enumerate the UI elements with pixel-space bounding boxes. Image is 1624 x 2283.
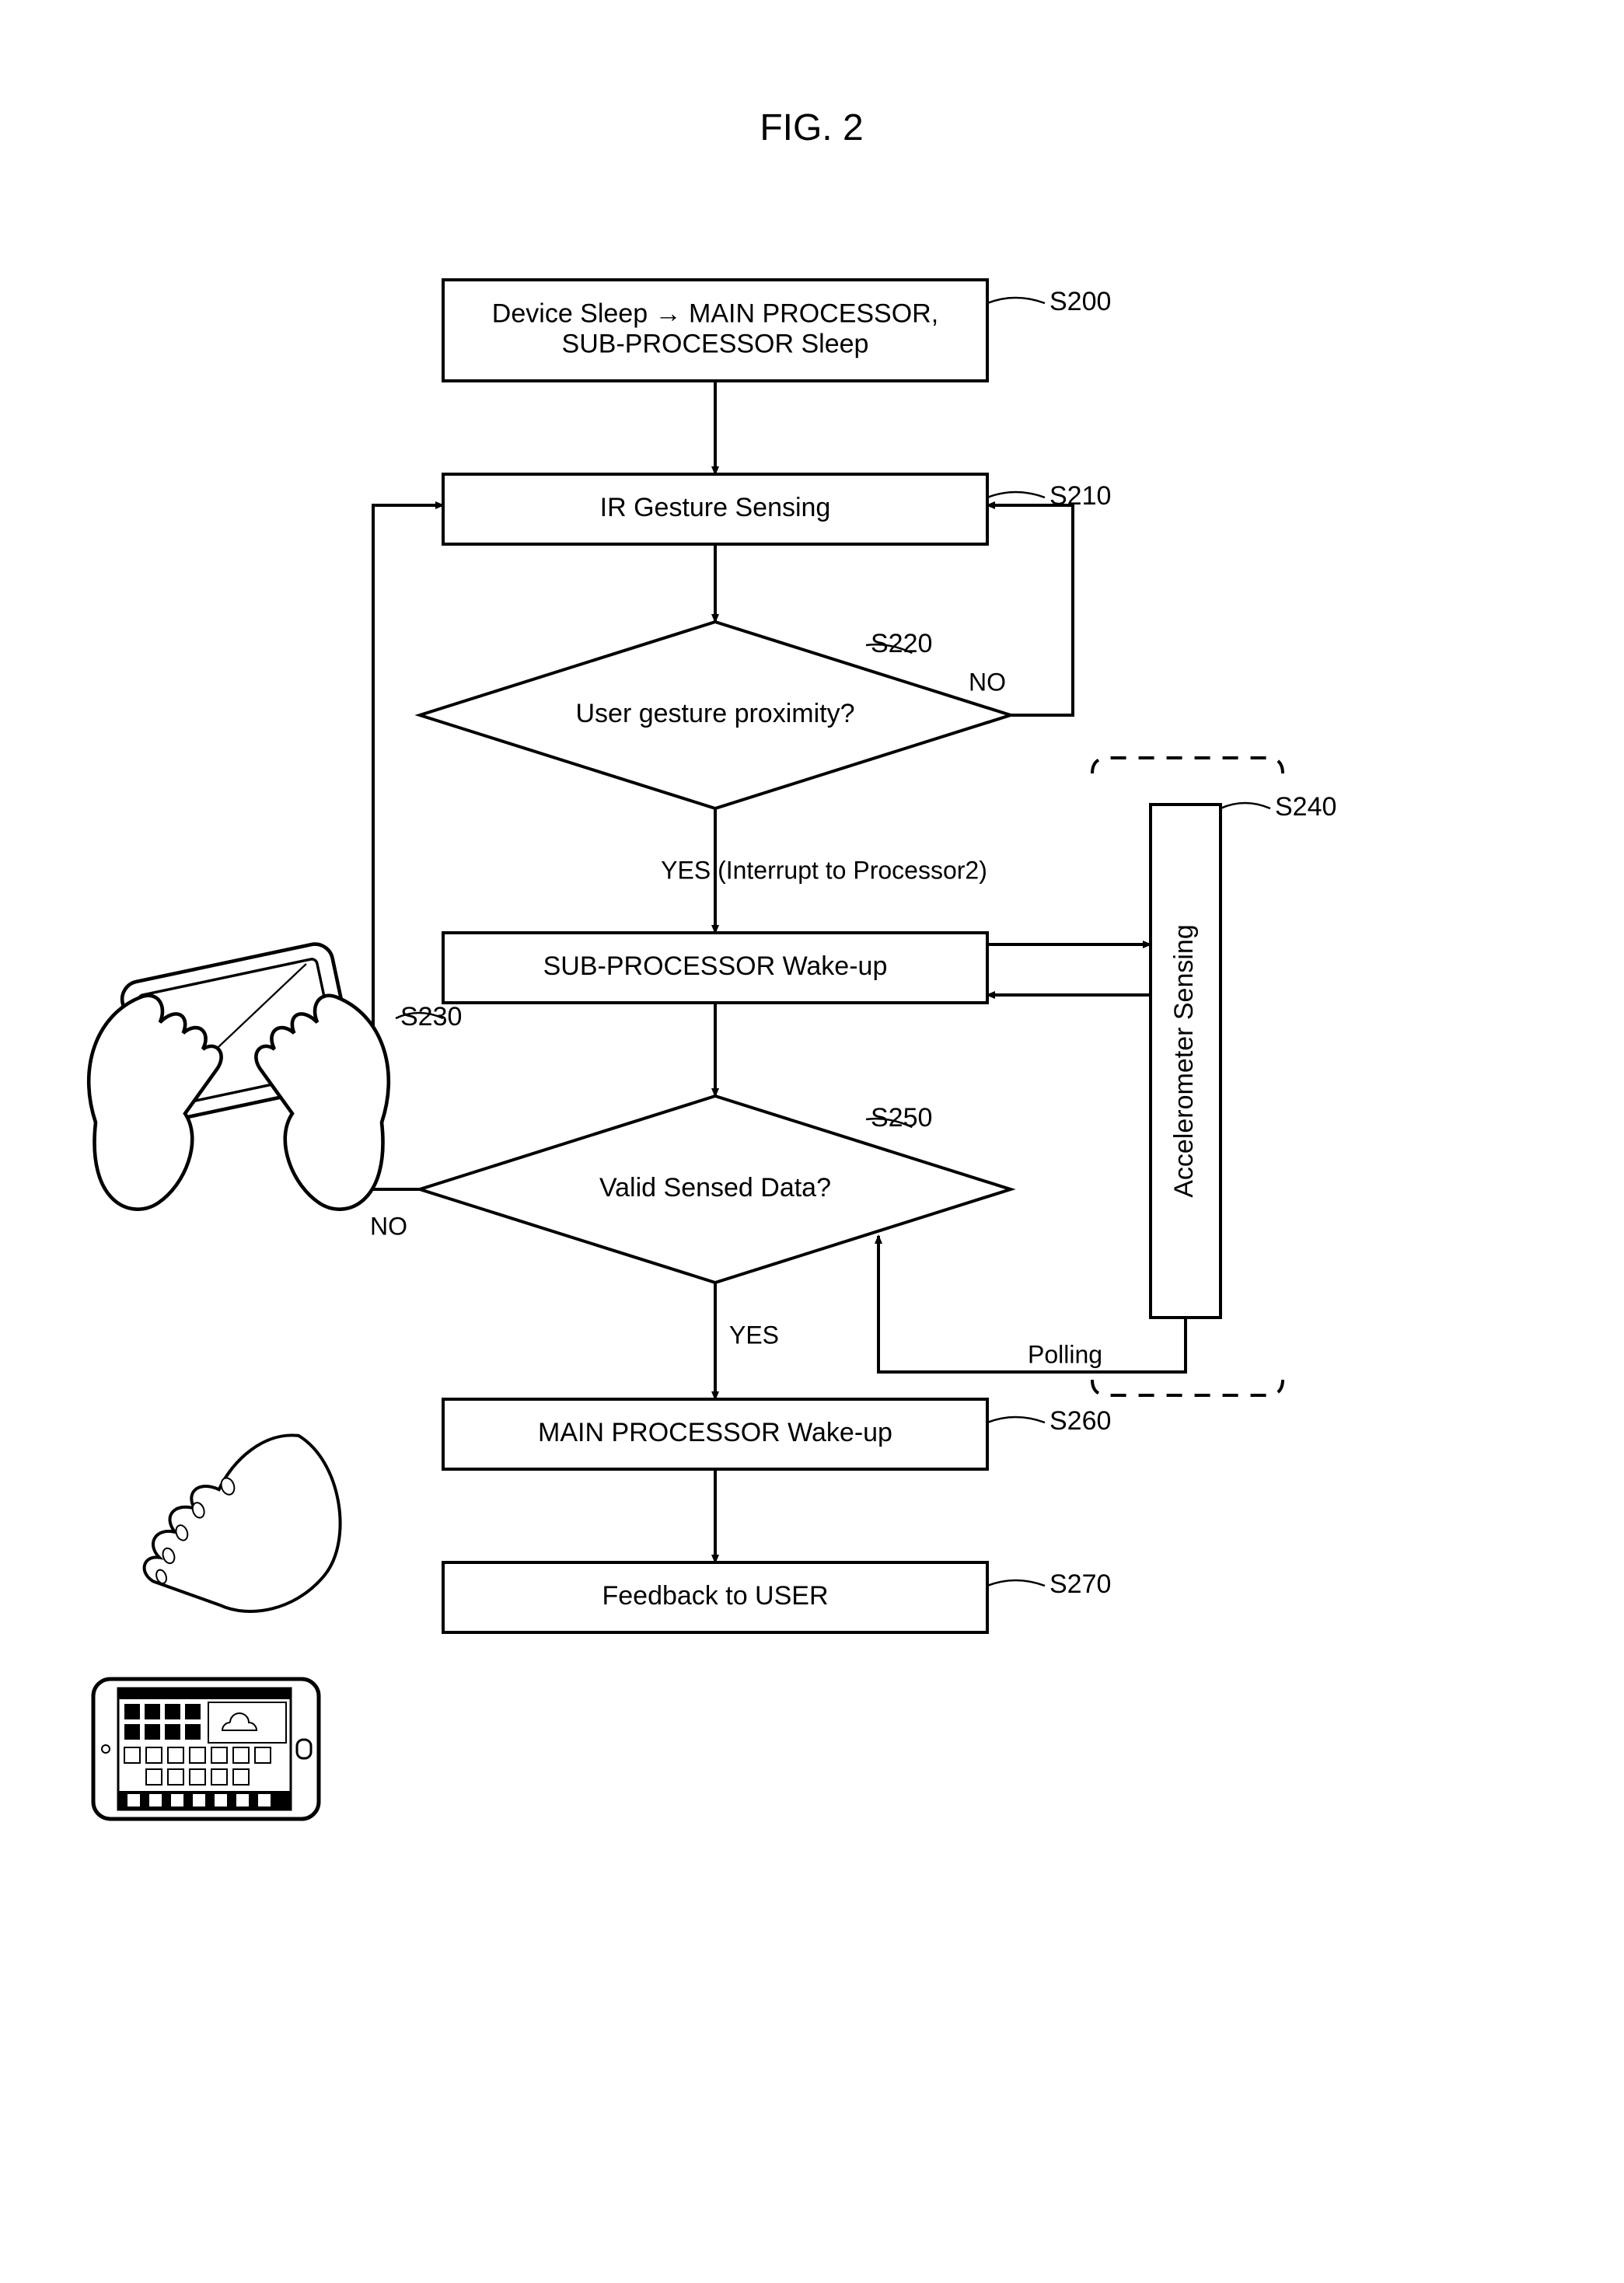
- node-ref-label: S240: [1275, 792, 1336, 822]
- svg-text:Device Sleep → MAIN PROCESSOR,: Device Sleep → MAIN PROCESSOR,: [492, 298, 938, 328]
- svg-text:Polling: Polling: [1028, 1340, 1102, 1368]
- svg-text:MAIN PROCESSOR Wake-up: MAIN PROCESSOR Wake-up: [538, 1418, 892, 1447]
- svg-text:NO: NO: [969, 668, 1006, 696]
- illustration-hands-holding-phone: [89, 941, 389, 1209]
- node-S230: SUB-PROCESSOR Wake-up S230: [396, 933, 987, 1032]
- node-S240: Accelerometer Sensing S240: [1151, 792, 1336, 1318]
- svg-text:SUB-PROCESSOR Sleep: SUB-PROCESSOR Sleep: [562, 330, 869, 359]
- optional-bracket-top: [1092, 758, 1283, 773]
- illustration-hand-hover-phone: [93, 1424, 367, 1819]
- node-ref-label: S260: [1049, 1406, 1111, 1436]
- node-S200: Device Sleep → MAIN PROCESSOR,SUB-PROCES…: [443, 280, 1111, 381]
- figure-title: FIG. 2: [760, 107, 863, 148]
- svg-text:YES: YES: [729, 1321, 779, 1349]
- flowchart-nodes: Device Sleep → MAIN PROCESSOR,SUB-PROCES…: [396, 280, 1336, 1632]
- svg-text:NO: NO: [370, 1212, 407, 1240]
- optional-bracket-bottom: [1092, 1380, 1283, 1395]
- node-ref-label: S250: [871, 1103, 932, 1133]
- svg-text:IR Gesture Sensing: IR Gesture Sensing: [600, 493, 831, 522]
- node-S250: Valid Sensed Data? S250: [420, 1096, 1011, 1283]
- svg-text:YES (Interrupt to Processor2): YES (Interrupt to Processor2): [661, 856, 987, 884]
- svg-text:Valid Sensed Data?: Valid Sensed Data?: [599, 1173, 831, 1203]
- edge-10: Polling: [878, 1236, 1186, 1372]
- svg-text:Accelerometer Sensing: Accelerometer Sensing: [1169, 924, 1199, 1198]
- node-S220: User gesture proximity? S220: [420, 622, 1011, 808]
- edge-4: YES: [715, 1283, 779, 1399]
- svg-text:Feedback to USER: Feedback to USER: [602, 1581, 828, 1611]
- node-S210: IR Gesture SensingS210: [443, 474, 1111, 544]
- node-ref-label: S220: [871, 629, 932, 658]
- node-ref-label: S200: [1049, 287, 1111, 316]
- node-ref-label: S230: [400, 1002, 462, 1032]
- svg-text:SUB-PROCESSOR Wake-up: SUB-PROCESSOR Wake-up: [543, 951, 888, 981]
- node-S260: MAIN PROCESSOR Wake-up S260: [443, 1399, 1111, 1469]
- node-ref-label: S270: [1049, 1569, 1111, 1599]
- svg-text:User gesture proximity?: User gesture proximity?: [575, 699, 854, 728]
- edge-2: YES (Interrupt to Processor2): [661, 808, 987, 933]
- node-S270: Feedback to USER S270: [443, 1562, 1111, 1632]
